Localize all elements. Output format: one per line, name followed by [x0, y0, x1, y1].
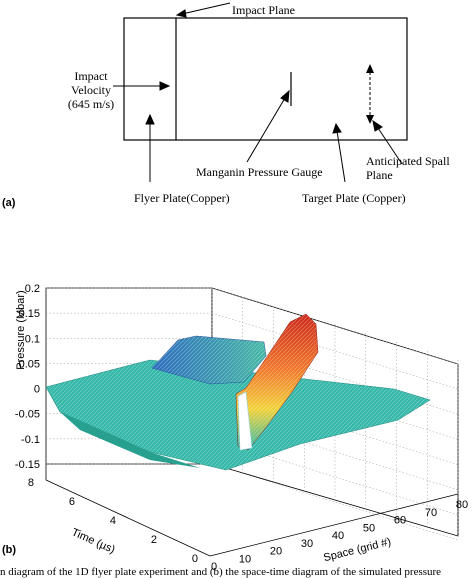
- time-tick-label: 0: [192, 553, 198, 565]
- front-spike: [237, 391, 253, 451]
- flyer-plate-arrowhead: [145, 113, 155, 125]
- pressure-ticks: 0.2 0.15 0.1 0.05 0 -0.05 -0.1 -0.15: [15, 283, 40, 471]
- target-plate-label: Target Plate (Copper): [302, 191, 406, 205]
- panel-b: 0.20.150.10.050-0.05-0.1-0.15 0102030405…: [2, 283, 468, 573]
- impact-velocity-line-1: Impact: [74, 69, 108, 83]
- grid-line: [211, 287, 459, 365]
- time-tick-label: 8: [28, 477, 34, 489]
- annotation-arrows: [113, 2, 403, 183]
- impact-plane-arrow: [181, 2, 231, 15]
- spall-arrowhead: [372, 119, 383, 132]
- space-tick-label: 20: [270, 546, 282, 558]
- space-tick-label: 70: [425, 507, 437, 519]
- target-plate-arrowhead: [332, 122, 342, 134]
- pressure-tick-label: 0: [34, 384, 40, 396]
- manganin-gauge-label: Manganin Pressure Gauge: [196, 165, 323, 179]
- grid-line: [211, 312, 459, 390]
- time-tick-label: 4: [110, 515, 116, 527]
- pressure-tick-label: 0.05: [19, 358, 40, 370]
- flyer-plate-label: Flyer Plate(Copper): [134, 191, 230, 205]
- space-axis-line: [209, 493, 459, 557]
- figure-caption: n diagram of the 1D flyer plate experime…: [0, 566, 441, 578]
- pressure-tick-label: 0.2: [25, 283, 40, 295]
- spall-plane-line-2: Plane: [366, 168, 393, 182]
- time-axis-line: [45, 479, 211, 557]
- pressure-tick-label: 0.1: [25, 333, 40, 345]
- spall-arrow: [377, 127, 403, 165]
- time-ticks: 0 2 4 6 8: [28, 477, 198, 565]
- impact-velocity-line-3: (645 m/s): [68, 97, 114, 111]
- pressure-tick-label: 0.15: [19, 308, 40, 320]
- spall-arrowhead-down: [366, 115, 374, 124]
- target-plate-arrow: [336, 130, 346, 183]
- pressure-surface: [45, 313, 431, 471]
- panel-b-label: (b): [2, 544, 16, 556]
- spall-arrowhead-up: [366, 64, 374, 73]
- grid-line: [211, 463, 459, 541]
- impact-velocity-line-2: Velocity: [71, 83, 111, 97]
- space-tick-label: 30: [301, 538, 313, 550]
- pressure-tick-label: -0.05: [15, 409, 40, 421]
- impact-plane-label: Impact Plane: [232, 3, 295, 17]
- pressure-tick-label: -0.1: [21, 434, 40, 446]
- pressure-tick-label: -0.15: [15, 459, 40, 471]
- panel-a: Impact Plane Impact Velocity (645 m/s) M…: [2, 2, 450, 209]
- space-tick-label: 60: [394, 515, 406, 527]
- panel-a-label: (a): [2, 197, 16, 209]
- impact-plane-arrowhead: [175, 9, 187, 18]
- peak-ridge-mesh: [236, 314, 318, 450]
- spall-plane-line-1: Anticipated Spall: [366, 154, 450, 168]
- space-ticks: 0 10 20 30 40 50 60 70 80: [211, 499, 468, 573]
- pressure-axis-label: Pressure (Mbar): [15, 290, 27, 369]
- velocity-arrowhead: [159, 81, 171, 91]
- space-tick-label: 80: [456, 499, 468, 511]
- space-tick-label: 10: [239, 553, 251, 565]
- gauge-arrowhead: [280, 89, 290, 103]
- pressure-wave-mesh: [152, 336, 266, 384]
- space-tick-label: 0: [211, 561, 217, 573]
- gauge-arrow: [246, 97, 286, 163]
- time-axis-label: Time (µs): [70, 526, 117, 556]
- time-tick-label: 2: [151, 534, 157, 546]
- space-tick-label: 40: [332, 530, 344, 542]
- time-tick-label: 6: [69, 496, 75, 508]
- target-plate-box: [123, 17, 408, 141]
- space-tick-label: 50: [363, 522, 375, 534]
